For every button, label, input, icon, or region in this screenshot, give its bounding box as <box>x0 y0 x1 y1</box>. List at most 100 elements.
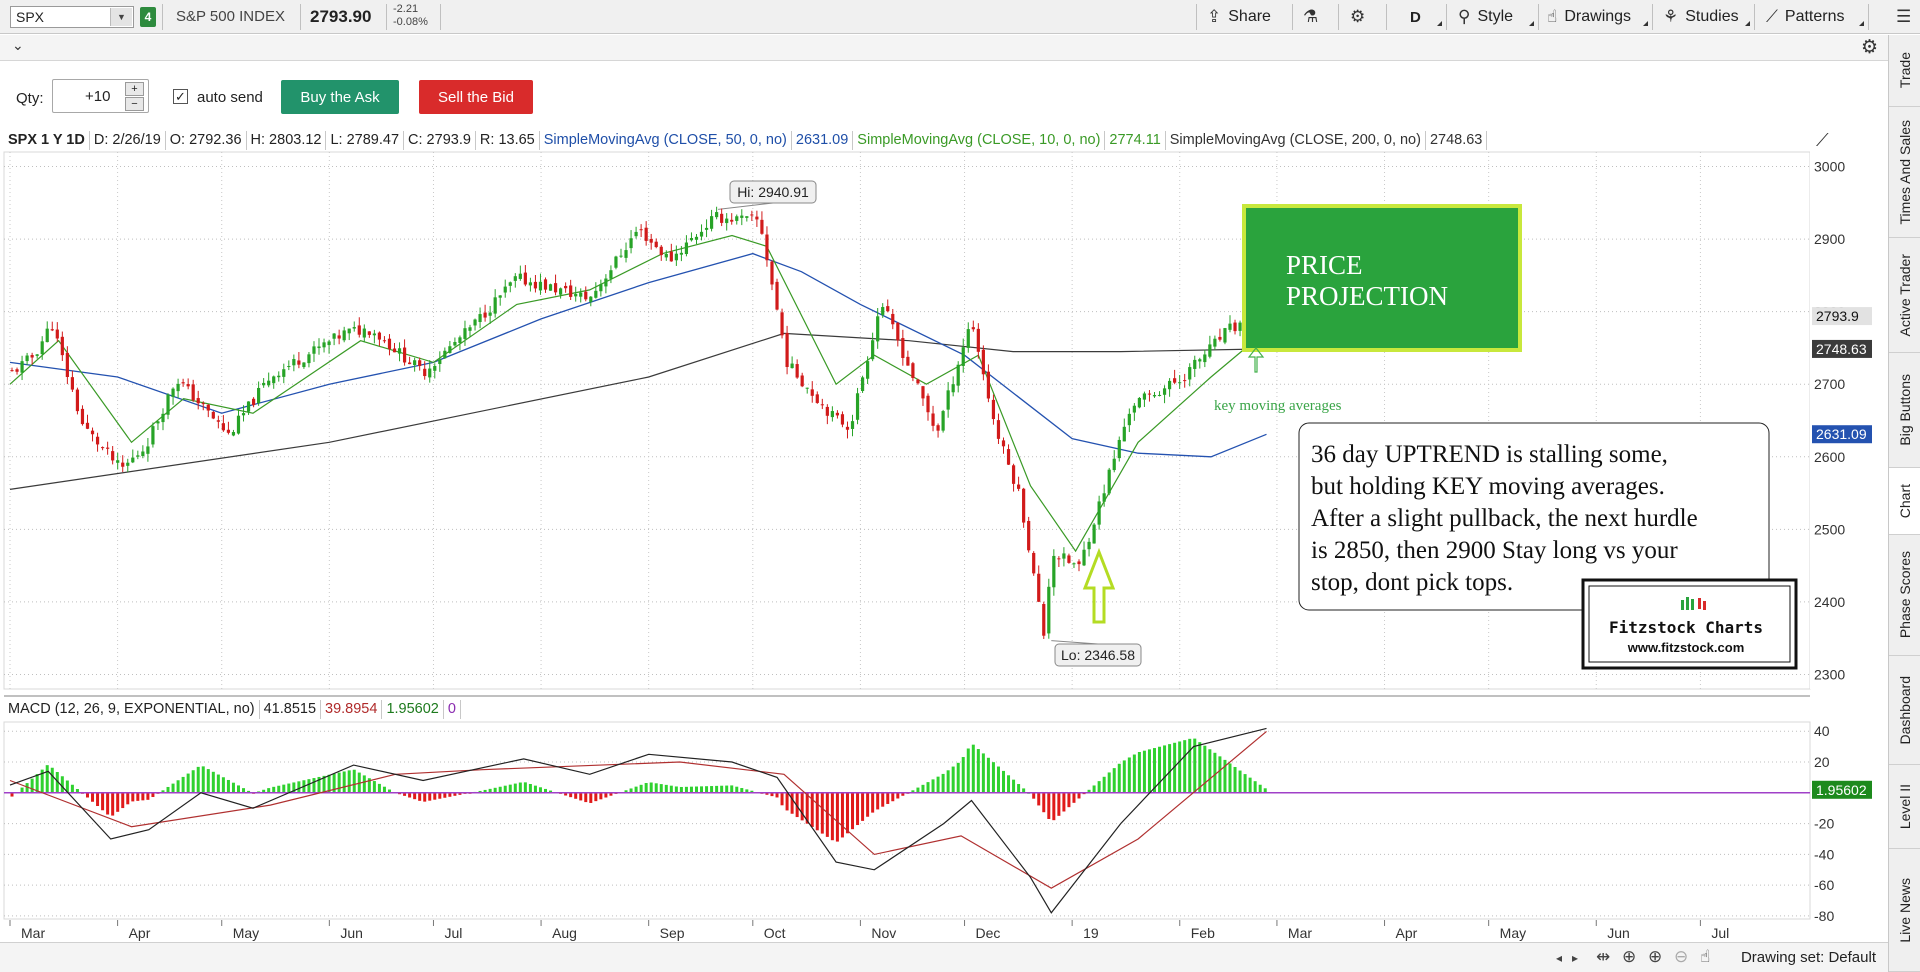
macd-histogram-bar <box>1067 792 1071 808</box>
macd-histogram-bar <box>201 766 205 793</box>
candle-body <box>991 399 996 420</box>
period-button[interactable]: D <box>1410 0 1421 34</box>
candle-body <box>493 297 497 314</box>
link-group-badge[interactable]: 4 <box>140 7 156 27</box>
trend-icon[interactable]: ⟋ <box>1816 130 1829 150</box>
candle-body <box>604 278 608 287</box>
gear-icon[interactable]: ⚙ <box>1860 37 1878 58</box>
macd-histogram-bar <box>503 785 507 793</box>
drawings-button[interactable]: ☝ Drawings <box>1547 0 1631 34</box>
collapse-icon[interactable]: ⌄ <box>12 37 24 53</box>
candle-body <box>387 338 392 350</box>
side-tab-big-buttons[interactable]: Big Buttons <box>1889 353 1920 468</box>
side-tab-level-ii[interactable]: Level II <box>1889 765 1920 849</box>
chevron-down-icon[interactable]: ▼ <box>110 8 132 26</box>
settings-button[interactable]: ⚙ <box>1350 0 1365 34</box>
macd-histogram-bar <box>543 788 547 793</box>
increment-icon[interactable]: + <box>125 82 144 96</box>
candle-body <box>715 212 719 218</box>
last-price: 2793.90 <box>310 7 372 26</box>
scroll-left-icon[interactable]: ◂ <box>1556 951 1563 965</box>
macd-histogram-bar <box>835 792 839 842</box>
patterns-button[interactable]: ⟋ Patterns <box>1766 0 1845 34</box>
commentary-box[interactable] <box>1298 422 1770 611</box>
macd-histogram-bar <box>513 783 517 793</box>
side-tab-trade[interactable]: Trade <box>1889 35 1920 107</box>
symbol-selector[interactable]: SPX ▼ <box>10 6 134 28</box>
candle-body <box>277 375 281 378</box>
macd-legend: MACD (12, 26, 9, EXPONENTIAL, no) 41.851… <box>4 699 461 720</box>
style-button[interactable]: ⚲ Style <box>1458 0 1513 34</box>
buy-ask-button[interactable]: Buy the Ask <box>281 80 399 114</box>
low-bubble <box>1054 643 1142 667</box>
side-tab-phase-scores[interactable]: Phase Scores <box>1889 535 1920 656</box>
zoom-out-icon[interactable]: ⊖ <box>1674 947 1689 966</box>
side-tab-active-trader[interactable]: Active Trader <box>1889 238 1920 353</box>
macd-histogram-bar <box>65 780 69 793</box>
candle-body <box>322 342 326 348</box>
macd-histogram-bar <box>549 790 553 793</box>
hand-icon[interactable]: ☝ <box>1700 947 1711 966</box>
side-tab-dashboard[interactable]: Dashboard <box>1889 656 1920 765</box>
macd-histogram-bar <box>750 790 754 793</box>
menu-icon[interactable]: ☰ <box>1896 7 1912 26</box>
macd-histogram-bar <box>589 792 593 803</box>
candle-body <box>845 426 850 430</box>
decrement-icon[interactable]: − <box>125 97 144 111</box>
legend-sma10-label[interactable]: SimpleMovingAvg (CLOSE, 10, 0, no) <box>853 131 1106 150</box>
macd-histogram-bar <box>856 792 860 826</box>
macd-histogram-bar <box>1213 752 1217 793</box>
side-tab-chart[interactable]: Chart <box>1889 468 1920 535</box>
candle-body <box>725 218 729 224</box>
candle-body <box>543 279 548 290</box>
macd-histogram-bar <box>730 785 734 793</box>
share-icon: ⇪ <box>1207 7 1222 26</box>
scroll-right-icon[interactable]: ▸ <box>1572 951 1579 965</box>
legend-sma50-label[interactable]: SimpleMovingAvg (CLOSE, 50, 0, no) <box>540 131 792 150</box>
macd-histogram-bar <box>891 792 895 802</box>
macd-histogram-bar <box>236 785 240 793</box>
legend-sma200-label[interactable]: SimpleMovingAvg (CLOSE, 200, 0, no) <box>1166 131 1426 150</box>
macd-histogram-bar <box>871 792 875 813</box>
macd-histogram-bar <box>428 792 432 801</box>
crosshair-icon[interactable]: ⊕ <box>1622 947 1637 966</box>
candle-body <box>961 347 965 366</box>
side-tab-times-and-sales[interactable]: Times And Sales <box>1889 107 1920 238</box>
candle-body <box>15 369 19 372</box>
toolbar-divider <box>1196 4 1197 30</box>
quantity-stepper[interactable]: +10 + − <box>52 79 149 113</box>
price-projection-box[interactable] <box>1242 204 1522 352</box>
candle-body <box>971 327 975 330</box>
macd-value: 41.8515 <box>260 700 322 719</box>
candle-body <box>584 291 588 300</box>
drawing-set[interactable]: Drawing set: Default <box>1740 949 1876 966</box>
qty-value[interactable]: +10 <box>85 88 111 105</box>
candle-body <box>649 239 653 243</box>
autosend-checkbox[interactable]: ✓ <box>173 89 188 104</box>
studies-button[interactable]: ⚘ Studies <box>1663 0 1739 34</box>
sma200-price-tag-bg <box>1812 339 1872 358</box>
zoom-in-icon[interactable]: ⊕ <box>1648 947 1663 966</box>
macd-histogram-bar <box>664 784 668 793</box>
candle-body <box>1022 488 1026 523</box>
macd-histogram-bar <box>161 790 165 793</box>
macd-histogram-bar <box>634 786 638 793</box>
macd-histogram-bar <box>720 785 724 793</box>
corner-menu-icon <box>1529 21 1534 26</box>
expand-time-icon[interactable]: ⇹ <box>1596 947 1611 966</box>
macd-label[interactable]: MACD (12, 26, 9, EXPONENTIAL, no) <box>4 700 260 719</box>
macd-histogram-bar <box>926 782 930 793</box>
macd-avg: 39.8954 <box>321 700 383 719</box>
flask-button[interactable]: ⚗ <box>1303 0 1318 34</box>
candle-body <box>216 420 220 422</box>
candle-body <box>936 425 940 431</box>
qty-label: Qty: <box>16 90 44 107</box>
macd-histogram-bar <box>1127 757 1131 793</box>
price-tick-label: 2400 <box>1814 594 1845 610</box>
side-tab-live-news[interactable]: Live News <box>1889 849 1920 972</box>
share-button[interactable]: ⇪ Share <box>1207 0 1271 34</box>
candle-body <box>805 387 809 389</box>
sell-bid-button[interactable]: Sell the Bid <box>419 80 533 114</box>
price-axis-bg <box>1810 130 1888 689</box>
